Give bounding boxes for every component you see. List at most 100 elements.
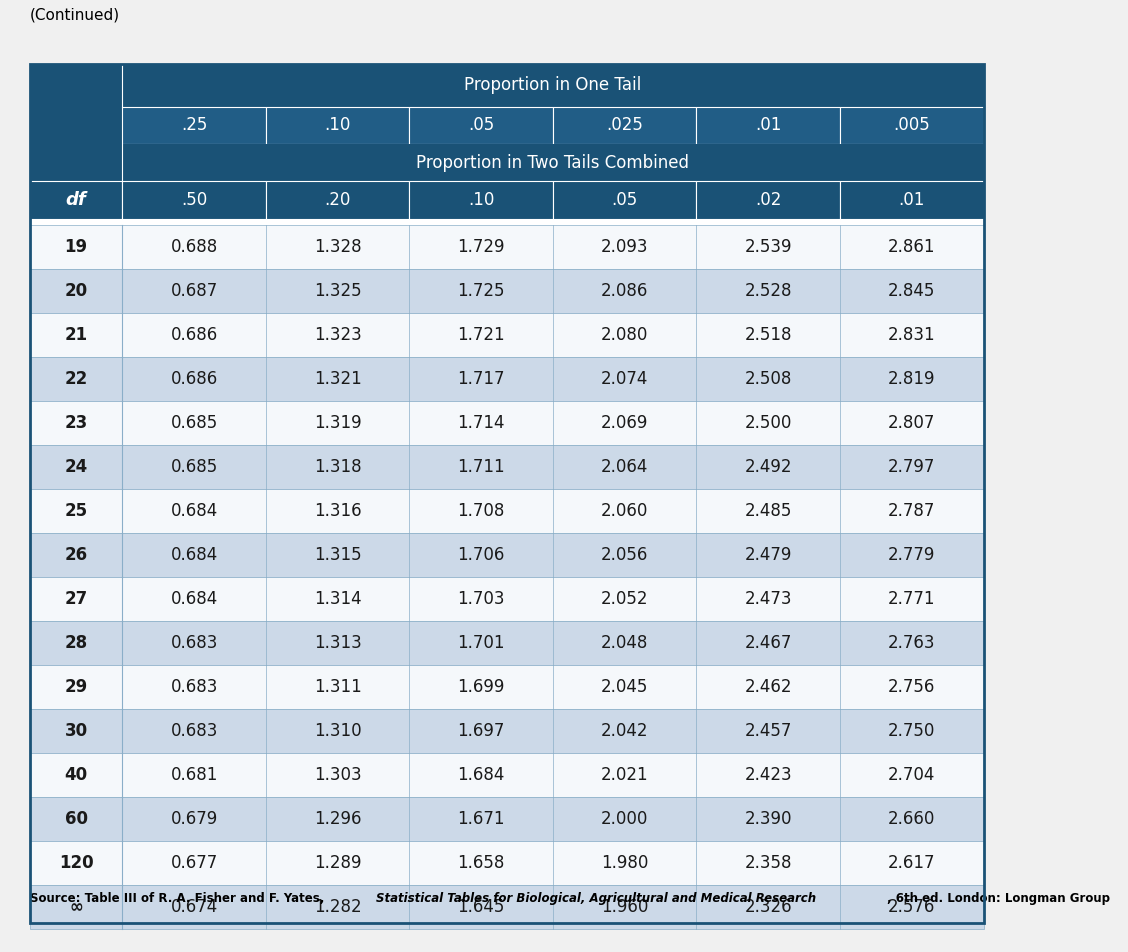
Bar (29, 797, 984, 841)
Text: 29: 29 (64, 678, 88, 696)
Text: .50: .50 (180, 191, 208, 209)
Text: 0.677: 0.677 (170, 854, 218, 872)
Text: 2.052: 2.052 (601, 590, 649, 608)
Text: 2.756: 2.756 (888, 678, 935, 696)
Text: 2.485: 2.485 (744, 502, 792, 520)
Text: Proportion in One Tail: Proportion in One Tail (465, 76, 642, 94)
Text: 2.763: 2.763 (888, 634, 935, 652)
Bar (29, 225, 984, 269)
Text: 30: 30 (64, 722, 88, 740)
Text: 1.303: 1.303 (314, 766, 361, 784)
Bar (696, 107, 840, 144)
Text: 1.321: 1.321 (314, 370, 362, 388)
Bar (553, 107, 696, 144)
Text: .01: .01 (899, 191, 925, 209)
Text: 26: 26 (64, 546, 88, 564)
Text: 1.315: 1.315 (314, 546, 361, 564)
Text: .20: .20 (325, 191, 351, 209)
Text: 25: 25 (64, 502, 88, 520)
Text: .05: .05 (468, 116, 494, 134)
Bar (122, 181, 266, 219)
Bar (409, 181, 553, 219)
Text: 1.711: 1.711 (457, 458, 505, 476)
Text: Proportion in Two Tails Combined: Proportion in Two Tails Combined (416, 153, 689, 171)
Bar (409, 107, 553, 144)
Text: 0.686: 0.686 (170, 326, 218, 344)
Text: 21: 21 (64, 326, 88, 344)
Bar (840, 181, 984, 219)
Text: 1.706: 1.706 (458, 546, 505, 564)
Text: 2.457: 2.457 (744, 722, 792, 740)
Text: 2.492: 2.492 (744, 458, 792, 476)
Text: 0.683: 0.683 (170, 678, 218, 696)
Text: 1.325: 1.325 (314, 282, 361, 300)
Text: df: df (65, 191, 87, 209)
Text: 2.771: 2.771 (888, 590, 935, 608)
Text: 2.093: 2.093 (601, 238, 649, 256)
Text: .10: .10 (468, 191, 494, 209)
Text: 2.787: 2.787 (888, 502, 935, 520)
Text: 2.797: 2.797 (888, 458, 935, 476)
Text: 60: 60 (64, 810, 88, 828)
Bar (29, 144, 984, 181)
Text: 2.060: 2.060 (601, 502, 649, 520)
Text: 1.316: 1.316 (314, 502, 361, 520)
Text: .10: .10 (325, 116, 351, 134)
Text: 1.319: 1.319 (314, 414, 361, 432)
Text: 1.318: 1.318 (314, 458, 361, 476)
Bar (29, 533, 984, 577)
Text: 2.508: 2.508 (744, 370, 792, 388)
Text: 0.679: 0.679 (170, 810, 218, 828)
Text: 2.086: 2.086 (601, 282, 649, 300)
Text: 1.960: 1.960 (601, 898, 649, 916)
Text: 1.714: 1.714 (458, 414, 505, 432)
Text: 2.074: 2.074 (601, 370, 649, 388)
Bar (29, 313, 984, 357)
Text: 1.721: 1.721 (457, 326, 505, 344)
Text: 2.048: 2.048 (601, 634, 649, 652)
Text: 0.674: 0.674 (170, 898, 218, 916)
Text: 2.390: 2.390 (744, 810, 792, 828)
Bar (29, 107, 122, 144)
Text: 2.080: 2.080 (601, 326, 649, 344)
Text: 2.528: 2.528 (744, 282, 792, 300)
Text: 2.326: 2.326 (744, 898, 792, 916)
Text: 1.703: 1.703 (458, 590, 505, 608)
Text: 2.845: 2.845 (888, 282, 935, 300)
Text: 2.807: 2.807 (888, 414, 935, 432)
Bar (29, 577, 984, 621)
Text: 2.704: 2.704 (888, 766, 935, 784)
Text: 1.328: 1.328 (314, 238, 361, 256)
Text: 2.617: 2.617 (888, 854, 935, 872)
Text: 1.311: 1.311 (314, 678, 362, 696)
Text: 1.980: 1.980 (601, 854, 649, 872)
Text: 1.313: 1.313 (314, 634, 362, 652)
Text: 2.518: 2.518 (744, 326, 792, 344)
Text: 1.310: 1.310 (314, 722, 361, 740)
Text: 1.645: 1.645 (458, 898, 505, 916)
Text: 0.687: 0.687 (170, 282, 218, 300)
Text: .01: .01 (755, 116, 782, 134)
Text: 2.042: 2.042 (601, 722, 649, 740)
Bar (29, 885, 984, 929)
Bar (696, 181, 840, 219)
Bar (29, 665, 984, 709)
Text: 2.045: 2.045 (601, 678, 649, 696)
Text: 1.697: 1.697 (458, 722, 505, 740)
Text: 2.660: 2.660 (888, 810, 935, 828)
Text: 2.467: 2.467 (744, 634, 792, 652)
Text: 27: 27 (64, 590, 88, 608)
Text: 1.699: 1.699 (458, 678, 505, 696)
Text: 20: 20 (64, 282, 88, 300)
Text: , 6th ed. London: Longman Group: , 6th ed. London: Longman Group (888, 892, 1110, 905)
Text: 1.314: 1.314 (314, 590, 361, 608)
Text: 0.684: 0.684 (170, 546, 218, 564)
Text: 1.684: 1.684 (458, 766, 505, 784)
Text: 0.685: 0.685 (170, 414, 218, 432)
Text: 40: 40 (64, 766, 88, 784)
Bar (29, 753, 984, 797)
Bar (29, 269, 984, 313)
Text: 1.289: 1.289 (314, 854, 361, 872)
Bar (266, 107, 409, 144)
Bar (29, 181, 122, 219)
